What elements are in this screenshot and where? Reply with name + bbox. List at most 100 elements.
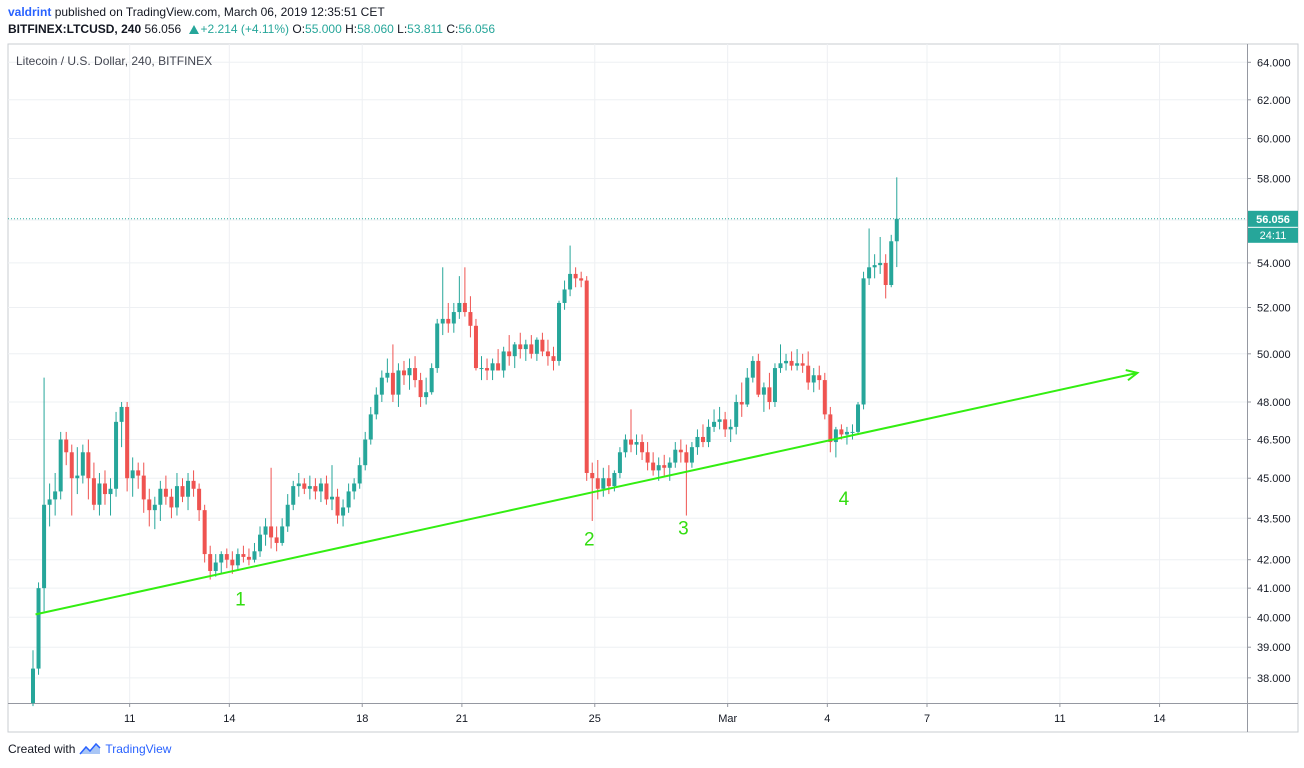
open-value: 55.000 bbox=[305, 22, 342, 36]
candle-body bbox=[119, 406, 124, 422]
candle-body bbox=[678, 449, 683, 453]
drawings[interactable]: 1 2 3 4 bbox=[35, 369, 1140, 616]
candle-body bbox=[739, 402, 744, 405]
candle-body bbox=[341, 507, 346, 516]
candle-body bbox=[53, 491, 58, 500]
candle-body bbox=[712, 421, 717, 427]
candle-body bbox=[512, 344, 517, 357]
candle-body bbox=[357, 465, 362, 484]
symbol-label: BITFINEX:LTCUSD, 240 bbox=[8, 22, 142, 36]
candle-body bbox=[457, 302, 462, 313]
candle-body bbox=[58, 439, 63, 492]
y-tick-label: 40.000 bbox=[1257, 612, 1291, 624]
candle-body bbox=[368, 414, 373, 440]
chart-title: Litecoin / U.S. Dollar, 240, BITFINEX bbox=[16, 54, 212, 68]
y-tick-label: 45.000 bbox=[1257, 473, 1291, 485]
author-name[interactable]: valdrint bbox=[8, 5, 52, 19]
candle-body bbox=[894, 218, 899, 242]
low-label: L: bbox=[397, 22, 408, 36]
candle-body bbox=[86, 452, 91, 479]
trendline[interactable] bbox=[35, 371, 1138, 616]
grid-lines bbox=[8, 44, 1247, 703]
candle-body bbox=[451, 312, 456, 324]
tradingview-link[interactable]: TradingView bbox=[105, 742, 172, 756]
x-tick-label: 25 bbox=[589, 713, 601, 725]
y-tick-label: 50.000 bbox=[1257, 349, 1291, 361]
candle-body bbox=[568, 273, 573, 290]
candle-body bbox=[507, 351, 512, 357]
candle-body bbox=[817, 375, 822, 381]
y-tick-label: 52.000 bbox=[1257, 302, 1291, 314]
x-tick-label: 14 bbox=[223, 713, 235, 725]
candle-body bbox=[36, 588, 41, 669]
y-tick-label: 38.000 bbox=[1257, 673, 1291, 685]
candle-body bbox=[734, 402, 739, 427]
candle-body bbox=[307, 486, 312, 489]
candle-body bbox=[822, 380, 827, 415]
trendline-arrow-icon bbox=[1125, 369, 1140, 382]
candle-body bbox=[285, 504, 290, 527]
candle-body bbox=[667, 462, 672, 468]
published-text: published on TradingView.com, March 06, … bbox=[54, 5, 385, 19]
footer: Created with TradingView bbox=[8, 742, 171, 756]
y-tick-label: 64.000 bbox=[1257, 57, 1291, 69]
x-tick-label: 21 bbox=[456, 713, 468, 725]
candle-body bbox=[302, 483, 307, 489]
candle-body bbox=[629, 439, 633, 445]
open-label: O: bbox=[292, 22, 306, 36]
candle-body bbox=[462, 302, 467, 313]
time-axis: 11 14 18 21 25 Mar 4 7 11 14 bbox=[124, 703, 1166, 725]
x-tick-label: 4 bbox=[824, 713, 830, 725]
candle-body bbox=[850, 431, 855, 433]
candle-body bbox=[573, 273, 578, 279]
candle-body bbox=[833, 429, 838, 443]
candle-body bbox=[844, 431, 849, 435]
candle-body bbox=[856, 404, 861, 432]
candle-body bbox=[778, 363, 783, 369]
candle-body bbox=[789, 360, 794, 366]
candle-body bbox=[551, 356, 556, 361]
candle-body bbox=[407, 368, 412, 376]
candle-body bbox=[396, 370, 401, 395]
low-value: 53.811 bbox=[407, 22, 443, 36]
candle-body bbox=[717, 419, 722, 422]
countdown-label: 24:11 bbox=[1260, 230, 1287, 242]
candle-body bbox=[102, 483, 107, 495]
candle-body bbox=[174, 486, 179, 508]
candle-body bbox=[623, 439, 628, 453]
annotation-label: 3 bbox=[678, 519, 689, 540]
candle-body bbox=[601, 478, 606, 489]
candle-body bbox=[241, 554, 246, 557]
candle-body bbox=[401, 370, 406, 376]
y-tick-label: 60.000 bbox=[1257, 134, 1291, 146]
candle-body bbox=[617, 452, 622, 473]
candle-body bbox=[424, 392, 429, 398]
candle-body bbox=[363, 439, 368, 466]
candle-body bbox=[490, 363, 495, 371]
candle-body bbox=[473, 325, 478, 369]
candle-body bbox=[756, 360, 761, 395]
candle-body bbox=[252, 551, 257, 560]
candle-body bbox=[346, 491, 351, 508]
high-label: H: bbox=[345, 22, 358, 36]
candle-body bbox=[374, 394, 379, 415]
annotation-label: 2 bbox=[584, 530, 595, 551]
last-price-tag: 56.056 24:11 bbox=[1248, 210, 1298, 243]
y-tick-label: 54.000 bbox=[1257, 258, 1291, 270]
candle-body bbox=[42, 504, 47, 589]
candle-body bbox=[479, 368, 484, 370]
candle-body bbox=[263, 526, 268, 535]
candle-body bbox=[136, 470, 141, 476]
candle-body bbox=[584, 280, 589, 473]
candle-body bbox=[47, 499, 52, 505]
candle-body bbox=[883, 262, 888, 286]
candle-body bbox=[235, 554, 240, 566]
ohlc-bar: BITFINEX:LTCUSD, 240 56.056 +2.214 (+4.1… bbox=[8, 22, 495, 36]
candle-body bbox=[418, 380, 423, 398]
candle-body bbox=[169, 496, 174, 508]
candle-body bbox=[296, 483, 301, 487]
candle-body bbox=[269, 526, 274, 538]
candle-body bbox=[728, 426, 733, 430]
candle-body bbox=[69, 452, 74, 479]
